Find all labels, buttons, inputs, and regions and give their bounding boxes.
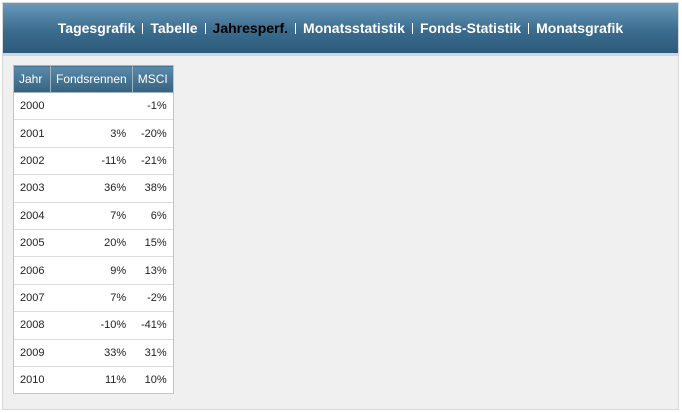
table-cell: 10% bbox=[132, 365, 174, 395]
table-head: Jahr Fondsrennen MSCI bbox=[13, 65, 174, 93]
separator bbox=[528, 22, 530, 34]
table-cell: 2005 bbox=[13, 228, 51, 257]
table-cell: 2004 bbox=[13, 201, 51, 230]
separator bbox=[204, 22, 206, 34]
table-cell: 33% bbox=[50, 338, 133, 367]
separator bbox=[142, 22, 144, 34]
table-row: 2004 7% 6% bbox=[13, 201, 174, 230]
table-cell: 2003 bbox=[13, 174, 51, 203]
table-cell bbox=[50, 91, 133, 120]
nav-link-active[interactable]: Jahresperf. bbox=[212, 20, 289, 36]
nav-bar: Tagesgrafik Tabelle Jahresperf. Monatsst… bbox=[3, 3, 678, 56]
table-body: 2000 -1% 2001 3% -20% 2002 -11% -21% 2003 36% 38% 2… bbox=[13, 91, 174, 395]
table-row: 2003 36% 38% bbox=[13, 174, 174, 203]
table-row: 2008 -10% -41% bbox=[13, 311, 174, 340]
table-cell: 7% bbox=[50, 201, 133, 230]
table-cell: -21% bbox=[132, 146, 174, 175]
table-cell: -2% bbox=[132, 283, 174, 312]
header-row: Jahr Fondsrennen MSCI bbox=[13, 65, 174, 93]
table-cell: 2009 bbox=[13, 338, 51, 367]
table-cell: -41% bbox=[132, 311, 174, 340]
table-cell: 15% bbox=[132, 228, 174, 257]
nav-link[interactable]: Tabelle bbox=[150, 20, 198, 36]
table-cell: -1% bbox=[132, 91, 174, 120]
separator bbox=[295, 22, 297, 34]
column-header: Fondsrennen bbox=[49, 65, 133, 93]
table-row: 2000 -1% bbox=[13, 91, 174, 120]
column-header: MSCI bbox=[131, 65, 174, 93]
performance-table: Jahr Fondsrennen MSCI 2000 -1% 2001 3% -20% 200… bbox=[13, 65, 174, 395]
nav-link[interactable]: Monatsstatistik bbox=[303, 20, 405, 36]
table-row: 2010 11% 10% bbox=[13, 365, 174, 395]
table-cell: 20% bbox=[50, 228, 133, 257]
table-cell: 2001 bbox=[13, 119, 51, 148]
table-cell: 2007 bbox=[13, 283, 51, 312]
table-row: 2005 20% 15% bbox=[13, 228, 174, 257]
table-cell: 31% bbox=[132, 338, 174, 367]
table-cell: -10% bbox=[50, 311, 133, 340]
table-row: 2007 7% -2% bbox=[13, 283, 174, 312]
table-cell: 13% bbox=[132, 256, 174, 285]
table-cell: 7% bbox=[50, 283, 133, 312]
table-cell: 38% bbox=[132, 174, 174, 203]
nav-link[interactable]: Fonds-Statistik bbox=[419, 20, 522, 36]
table-cell: 2000 bbox=[13, 91, 51, 120]
nav-link[interactable]: Monatsgrafik bbox=[536, 20, 624, 36]
table-row: 2001 3% -20% bbox=[13, 119, 174, 148]
table-cell: 3% bbox=[50, 119, 133, 148]
separator bbox=[411, 22, 413, 34]
column-header: Jahr bbox=[13, 65, 51, 93]
table-row: 2002 -11% -21% bbox=[13, 146, 174, 175]
table-cell: 2010 bbox=[13, 365, 51, 395]
table-cell: -20% bbox=[132, 119, 174, 148]
table-row: 2006 9% 13% bbox=[13, 256, 174, 285]
table-cell: 2008 bbox=[13, 311, 51, 340]
table-cell: 2002 bbox=[13, 146, 51, 175]
table-cell: 11% bbox=[50, 365, 133, 395]
table-row: 2009 33% 31% bbox=[13, 338, 174, 367]
table-cell: 36% bbox=[50, 174, 133, 203]
nav-link[interactable]: Tagesgrafik bbox=[57, 20, 136, 36]
table-cell: 6% bbox=[132, 201, 174, 230]
table-cell: -11% bbox=[50, 146, 133, 175]
table-cell: 2006 bbox=[13, 256, 51, 285]
table-cell: 9% bbox=[50, 256, 133, 285]
